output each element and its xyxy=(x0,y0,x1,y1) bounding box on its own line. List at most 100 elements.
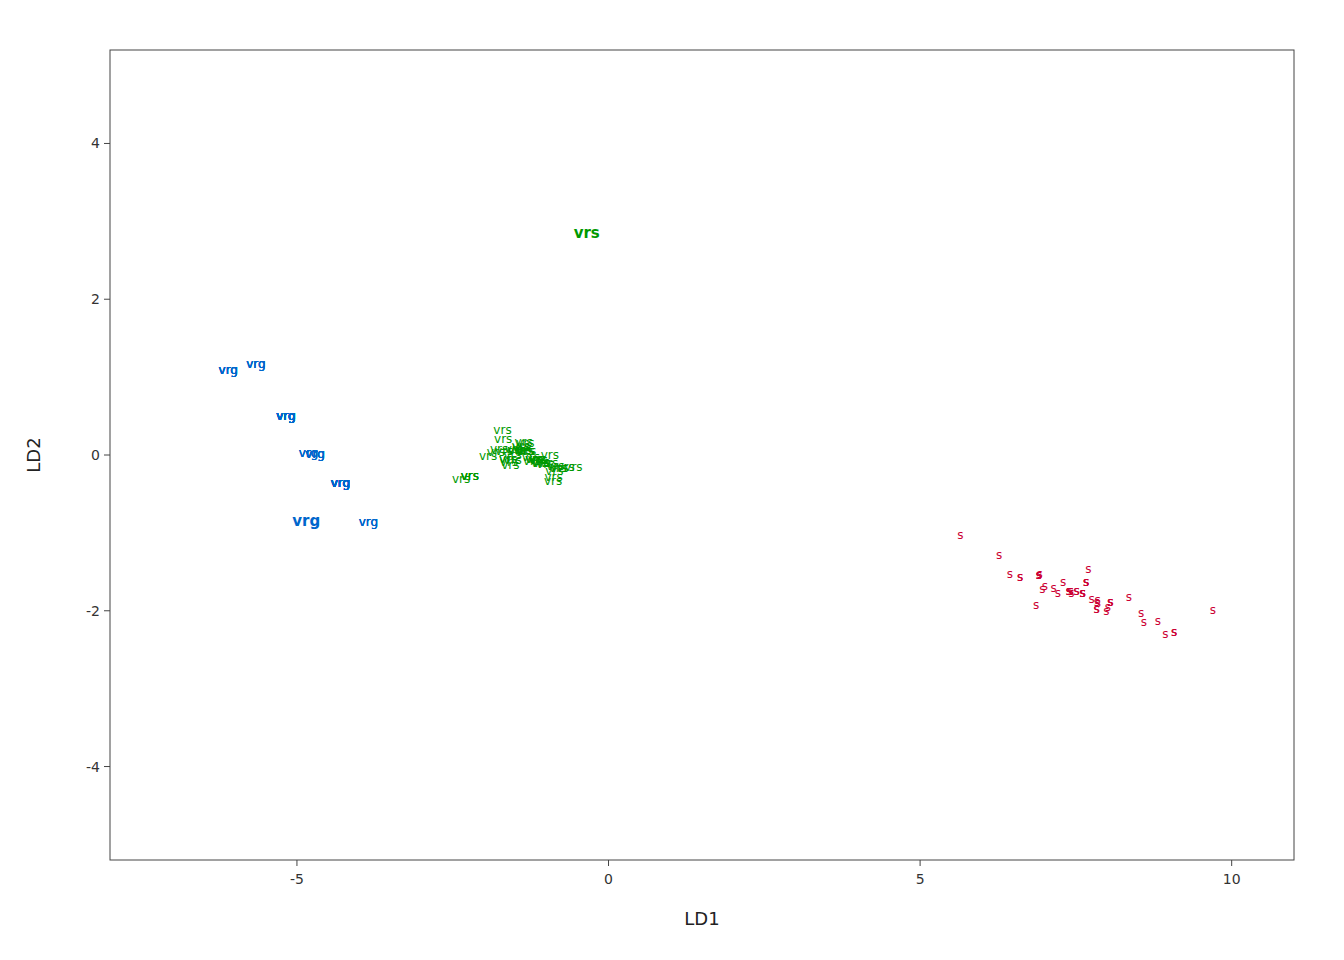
point-label: vrs xyxy=(461,469,479,483)
point-label: vrg xyxy=(276,409,295,423)
plot-frame xyxy=(110,50,1294,860)
point-label: s xyxy=(1079,586,1085,600)
point-label: s xyxy=(1066,584,1072,598)
point-label: vrg xyxy=(276,409,295,423)
y-tick xyxy=(104,143,110,144)
series: vrgvrgvrgvrgvrgvrgvrgvrgvrgvrgvrgvrgvrgv… xyxy=(219,357,379,529)
plot-area: ssssssssssssssssssssssssssssssssssssssss… xyxy=(219,357,1216,641)
point-label: s xyxy=(1138,606,1144,620)
point-label: vrg xyxy=(331,476,350,490)
x-tick xyxy=(920,860,921,866)
point-label: vrg xyxy=(276,409,295,423)
point-label: vrg xyxy=(331,476,350,490)
y-tick-label: -4 xyxy=(86,759,100,775)
point-label: vrg xyxy=(331,476,350,490)
x-axis-label: LD1 xyxy=(684,908,719,929)
point-label: s xyxy=(1126,590,1132,604)
annotation: vrs xyxy=(574,224,600,242)
point-label: s xyxy=(1079,586,1085,600)
x-tick-label: 0 xyxy=(604,871,613,887)
point-label: vrg xyxy=(246,357,265,371)
point-label: s xyxy=(1162,627,1168,641)
point-label: vrg xyxy=(331,476,350,490)
y-tick xyxy=(104,610,110,611)
point-label: s xyxy=(1033,598,1039,612)
point-label: vrg xyxy=(246,357,265,371)
y-tick xyxy=(104,455,110,456)
point-label: s xyxy=(1094,602,1100,616)
point-label: vrg xyxy=(276,409,295,423)
point-label: s xyxy=(1066,584,1072,598)
annotation: vrg xyxy=(292,512,320,530)
y-tick-label: 2 xyxy=(91,291,100,307)
point-label: vrs xyxy=(516,444,534,458)
point-label: s xyxy=(1094,602,1100,616)
point-label: vrg xyxy=(299,446,318,460)
point-label: s xyxy=(1171,625,1177,639)
series: vrsvrsvrsvrsvrsvrsvrsvrsvrsvrsvrsvrsvrsv… xyxy=(452,423,583,487)
point-label: vrg xyxy=(276,409,295,423)
y-tick-label: -2 xyxy=(86,603,100,619)
point-label: s xyxy=(1210,603,1216,617)
point-label: vrg xyxy=(219,363,238,377)
point-label: vrg xyxy=(219,363,238,377)
point-label: s xyxy=(1017,570,1023,584)
point-label: vrg xyxy=(276,409,295,423)
point-label: vrg xyxy=(359,515,378,529)
point-label: s xyxy=(1171,625,1177,639)
point-label: vrg xyxy=(331,476,350,490)
y-tick-label: 0 xyxy=(91,447,100,463)
point-label: vrg xyxy=(246,357,265,371)
point-label: vrs xyxy=(517,444,535,458)
point-label: s xyxy=(1066,584,1072,598)
point-label: vrg xyxy=(276,409,295,423)
x-tick-label: -5 xyxy=(290,871,304,887)
point-label: vrg xyxy=(331,476,350,490)
point-label: vrs xyxy=(461,469,479,483)
point-label: vrg xyxy=(331,476,350,490)
point-label: s xyxy=(957,528,963,542)
point-label: vrg xyxy=(331,476,350,490)
point-label: s xyxy=(1079,586,1085,600)
point-label: vrs xyxy=(515,444,533,458)
point-label: vrg xyxy=(276,409,295,423)
point-label: vrg xyxy=(276,409,295,423)
point-label: vrs xyxy=(517,444,535,458)
point-label: vrg xyxy=(276,409,295,423)
point-label: vrg xyxy=(276,409,295,423)
point-label: vrg xyxy=(331,476,350,490)
point-label: vrg xyxy=(276,409,295,423)
y-tick-label: 4 xyxy=(91,135,100,151)
point-label: vrg xyxy=(276,409,295,423)
chart: -50510-4-2024sssssssssssssssssssssssssss… xyxy=(0,0,1344,960)
point-label: vrg xyxy=(276,409,295,423)
point-label: vrg xyxy=(331,476,350,490)
x-tick-label: 5 xyxy=(916,871,925,887)
point-label: vrg xyxy=(331,476,350,490)
y-tick xyxy=(104,766,110,767)
point-label: vrg xyxy=(331,476,350,490)
point-label: s xyxy=(1007,567,1013,581)
series: ssssssssssssssssssssssssssssssssssssssss… xyxy=(957,528,1216,641)
point-label: s xyxy=(1017,570,1023,584)
point-label: vrg xyxy=(299,446,318,460)
point-label: s xyxy=(1079,586,1085,600)
x-tick xyxy=(1231,860,1232,866)
point-label: vrg xyxy=(246,357,265,371)
point-label: vrg xyxy=(331,476,350,490)
point-label: vrs xyxy=(545,464,563,478)
point-label: s xyxy=(1105,600,1111,614)
point-label: s xyxy=(1042,579,1048,593)
point-label: vrs xyxy=(461,469,479,483)
point-label: s xyxy=(1051,581,1057,595)
x-tick xyxy=(608,860,609,866)
point-label: vrg xyxy=(299,446,318,460)
point-label: vrg xyxy=(359,515,378,529)
point-label: vrg xyxy=(219,363,238,377)
point-label: vrg xyxy=(276,409,295,423)
y-tick xyxy=(104,299,110,300)
point-label: s xyxy=(1085,562,1091,576)
x-tick xyxy=(296,860,297,866)
point-label: vrg xyxy=(276,409,295,423)
point-label: vrg xyxy=(331,476,350,490)
